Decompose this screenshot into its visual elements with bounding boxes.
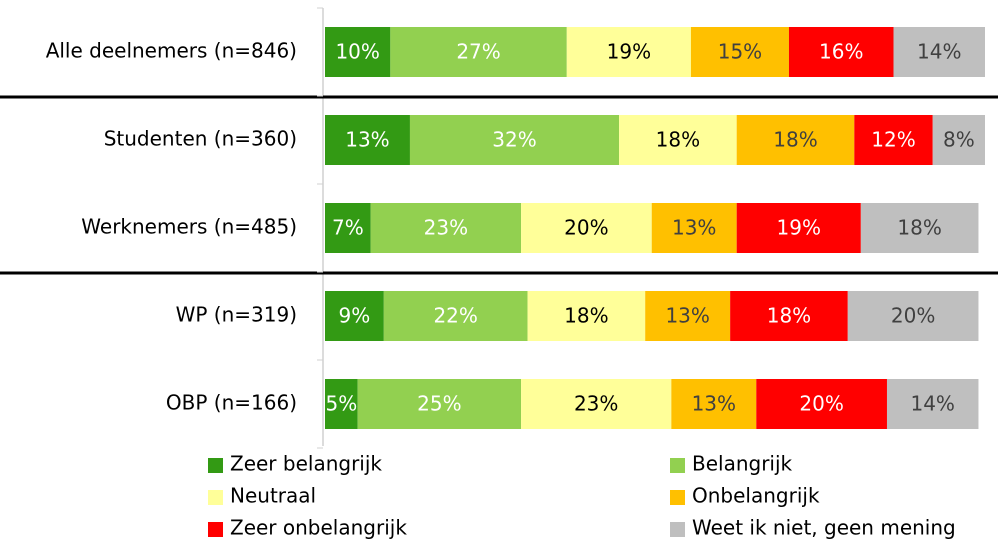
value-label: 10% (335, 40, 379, 64)
bar-segment (390, 27, 567, 77)
legend-swatch (670, 522, 685, 537)
value-label: 15% (718, 40, 762, 64)
bar-segment (671, 379, 757, 429)
bar-segment (383, 291, 528, 341)
bar-segment (756, 379, 887, 429)
bar-segment (854, 115, 933, 165)
value-label: 20% (564, 216, 608, 240)
category-label: OBP (n=166) (166, 391, 297, 415)
value-label: 18% (897, 216, 941, 240)
value-label: 20% (799, 392, 843, 416)
value-label: 19% (607, 40, 651, 64)
value-label: 25% (417, 392, 461, 416)
value-label: 20% (891, 304, 935, 328)
bar-segment (357, 379, 522, 429)
value-label: 5% (325, 392, 357, 416)
category-label: Alle deelnemers (n=846) (46, 39, 297, 63)
value-label: 8% (943, 128, 975, 152)
legend-swatch (208, 522, 223, 537)
value-label: 13% (692, 392, 736, 416)
value-label: 23% (574, 392, 618, 416)
bar-segment (651, 203, 737, 253)
value-label: 16% (819, 40, 863, 64)
bar-segment (325, 291, 384, 341)
value-label: 9% (339, 304, 371, 328)
value-label: 18% (767, 304, 811, 328)
value-label: 13% (672, 216, 716, 240)
bar-segment (521, 203, 652, 253)
bar-segment (370, 203, 522, 253)
bar-segment (409, 115, 620, 165)
bar-segment (325, 27, 391, 77)
value-label: 13% (345, 128, 389, 152)
value-label: 14% (917, 40, 961, 64)
bar-segment (886, 379, 979, 429)
value-label: 32% (492, 128, 536, 152)
legend-label: Zeer onbelangrijk (230, 516, 407, 540)
bar-segment (847, 291, 979, 341)
bar-segment (619, 115, 737, 165)
bar-segment (893, 27, 985, 77)
bar-segment (860, 203, 979, 253)
bar-segment (645, 291, 731, 341)
bar-segment (736, 203, 861, 253)
value-label: 23% (424, 216, 468, 240)
legend-label: Belangrijk (692, 452, 793, 476)
legend-label: Neutraal (230, 484, 316, 508)
value-label: 13% (665, 304, 709, 328)
bar-segment (325, 115, 410, 165)
bar-segment (932, 115, 985, 165)
legend-swatch (670, 490, 685, 505)
legend-label: Zeer belangrijk (230, 452, 382, 476)
bar-segment (521, 379, 672, 429)
value-label: 18% (773, 128, 817, 152)
value-label: 7% (332, 216, 364, 240)
bar-segment (325, 203, 371, 253)
bar-segment (736, 115, 855, 165)
value-label: 22% (433, 304, 477, 328)
value-label: 19% (777, 216, 821, 240)
category-label: Werknemers (n=485) (81, 215, 297, 239)
value-label: 12% (871, 128, 915, 152)
bar-segment (788, 27, 894, 77)
legend-label: Onbelangrijk (692, 484, 820, 508)
legend-swatch (670, 458, 685, 473)
bar-segment (527, 291, 646, 341)
value-label: 18% (564, 304, 608, 328)
legend-swatch (208, 458, 223, 473)
category-label: Studenten (n=360) (104, 127, 297, 151)
category-label: WP (n=319) (176, 303, 297, 327)
bar-segment (325, 379, 358, 429)
legend-swatch (208, 490, 223, 505)
bar-segment (566, 27, 691, 77)
value-label: 27% (456, 40, 500, 64)
value-label: 18% (656, 128, 700, 152)
legend-label: Weet ik niet, geen mening (692, 516, 956, 540)
bar-segment (730, 291, 848, 341)
value-label: 14% (910, 392, 954, 416)
bar-segment (690, 27, 789, 77)
